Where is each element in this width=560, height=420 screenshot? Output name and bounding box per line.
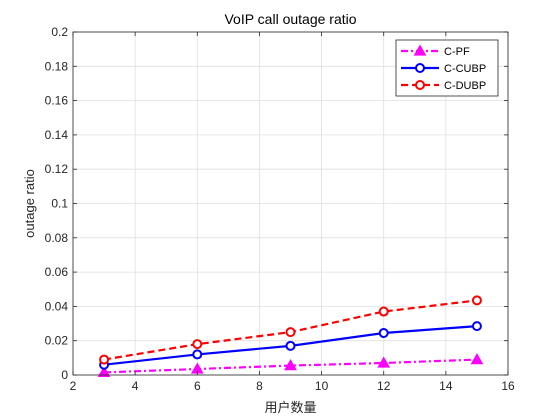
legend-label: C-CUBP — [444, 63, 486, 75]
data-point — [99, 354, 110, 365]
x-tick-label: 12 — [377, 379, 391, 393]
legend-label: C-DUBP — [444, 80, 486, 92]
x-tick-label: 8 — [256, 379, 263, 393]
data-point — [471, 321, 482, 332]
y-tick-label: 0.14 — [45, 128, 69, 142]
data-point — [285, 327, 296, 338]
data-point — [192, 339, 203, 350]
y-tick-label: 0.18 — [45, 59, 69, 73]
series-c-pf — [97, 353, 484, 378]
legend-items: C-PF C-CUBP C-DUBP — [401, 44, 486, 92]
legend-item-c-cubp: C-CUBP — [401, 63, 486, 75]
y-tick-label: 0.02 — [45, 334, 69, 348]
x-tick-label: 16 — [501, 379, 515, 393]
x-tick-label: 4 — [132, 379, 139, 393]
legend-marker — [415, 80, 425, 90]
data-point — [378, 327, 389, 338]
y-tick-label: 0.04 — [45, 299, 69, 313]
data-point — [470, 353, 484, 365]
legend-label: C-PF — [444, 46, 470, 58]
x-axis-label: 用户数量 — [264, 400, 316, 415]
data-point — [378, 306, 389, 317]
legend-marker — [415, 63, 425, 73]
data-point — [97, 365, 111, 378]
series-group — [97, 295, 484, 378]
legend-item-c-dubp: C-DUBP — [401, 80, 486, 92]
data-point — [284, 359, 297, 371]
legend: C-PF C-CUBP C-DUBP — [395, 39, 499, 97]
x-tick-label: 10 — [315, 379, 329, 393]
data-point — [377, 356, 391, 368]
y-tick-label: 0.16 — [45, 94, 69, 108]
data-point — [285, 340, 296, 351]
chart-title: VoIP call outage ratio — [224, 11, 356, 27]
x-axis: 2 4 6 8 10 12 14 16 — [70, 32, 515, 393]
y-axis: 0 0.02 0.04 0.06 0.08 0.1 0.12 0.14 0.16 0.18 0.2 — [45, 25, 508, 382]
series-c-dubp — [99, 295, 482, 365]
y-tick-label: 0.06 — [45, 265, 69, 279]
x-tick-label: 2 — [70, 379, 77, 393]
y-tick-label: 0.12 — [45, 162, 69, 176]
legend-marker — [413, 44, 427, 56]
data-point — [471, 295, 482, 306]
data-point — [192, 349, 203, 360]
y-tick-label: 0.2 — [51, 25, 68, 39]
y-tick-label: 0.08 — [45, 231, 69, 245]
y-axis-label: outage ratio — [22, 169, 37, 238]
y-tick-label: 0 — [61, 368, 68, 382]
x-tick-label: 6 — [194, 379, 201, 393]
x-tick-label: 14 — [439, 379, 453, 393]
y-tick-label: 0.1 — [51, 197, 68, 211]
legend-item-c-pf: C-PF — [401, 44, 470, 58]
